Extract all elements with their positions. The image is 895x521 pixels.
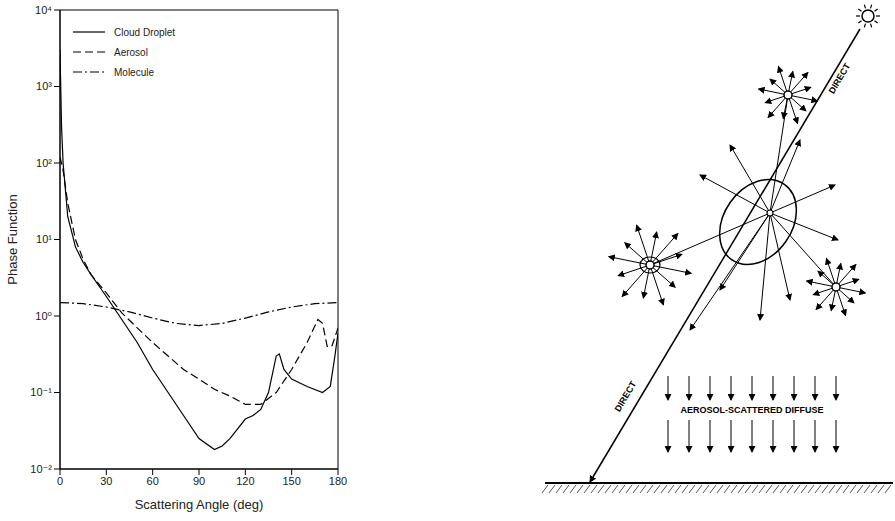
svg-text:90: 90 [193,475,205,487]
svg-text:10⁰: 10⁰ [35,310,52,322]
svg-text:AEROSOL-SCATTERED DIFFUSE: AEROSOL-SCATTERED DIFFUSE [681,405,824,415]
svg-text:Phase Function: Phase Function [5,194,20,284]
svg-text:10²: 10² [36,157,52,169]
svg-text:DIRECT: DIRECT [613,379,639,413]
svg-text:10¹: 10¹ [36,233,52,245]
html-text:Molecule: Molecule [114,66,154,78]
svg-text:120: 120 [236,475,254,487]
svg-text:10⁻¹: 10⁻¹ [30,386,52,398]
svg-text:30: 30 [100,475,112,487]
svg-text:DIRECT: DIRECT [827,61,853,95]
svg-text:180: 180 [329,475,347,487]
svg-text:60: 60 [147,475,159,487]
svg-text:0: 0 [57,475,63,487]
svg-text:150: 150 [282,475,300,487]
svg-text:10³: 10³ [36,80,52,92]
svg-text:10⁻²: 10⁻² [30,463,52,475]
svg-text:Scattering Angle (deg): Scattering Angle (deg) [135,497,264,512]
html-text:Cloud Droplet: Cloud Droplet [114,26,176,38]
svg-text:10⁴: 10⁴ [35,4,52,16]
html-text:Aerosol: Aerosol [114,46,148,58]
